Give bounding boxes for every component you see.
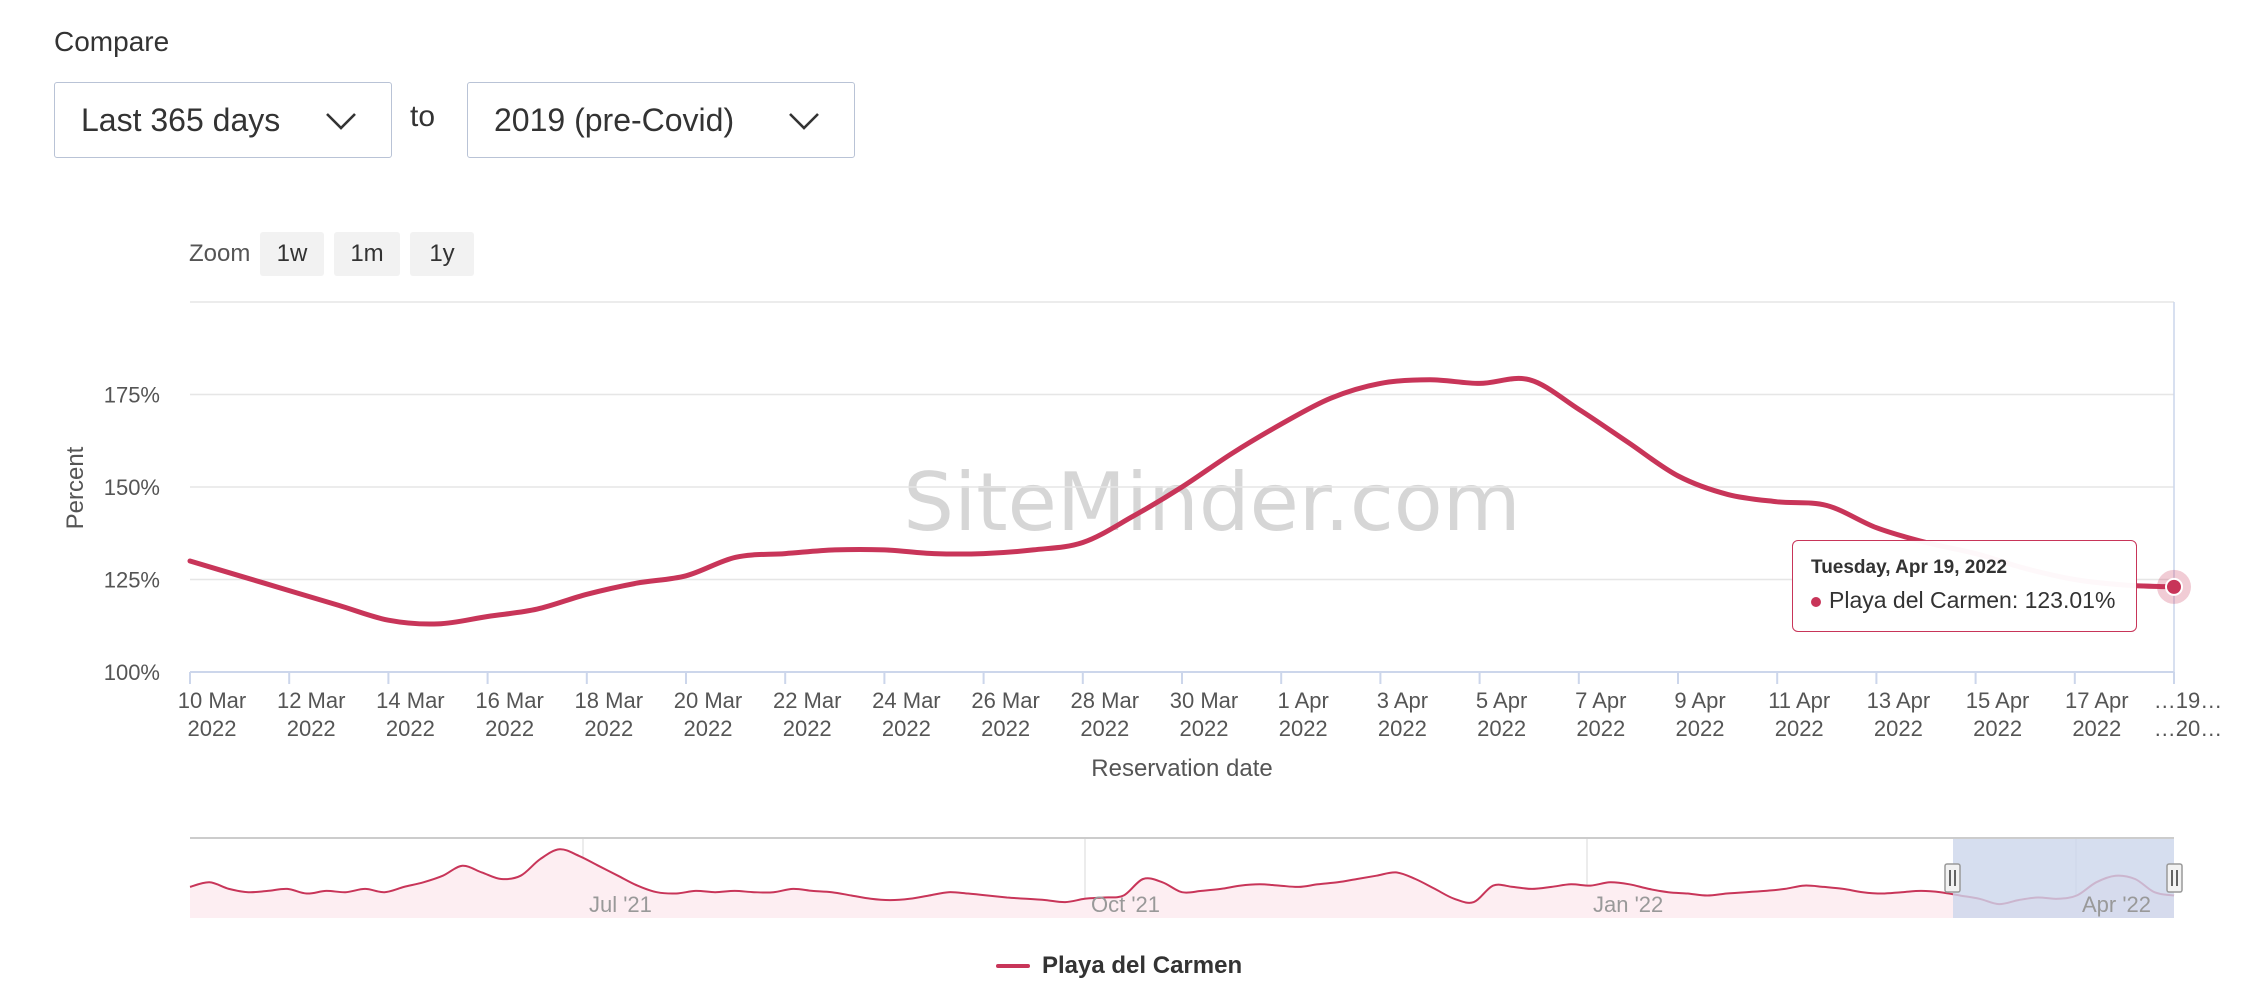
legend-label: Playa del Carmen <box>1042 952 1243 979</box>
x-tick-label: 16 Mar <box>475 688 543 713</box>
navigator-x-label: Oct '21 <box>1091 892 1160 917</box>
navigator[interactable]: Jul '21 Oct '21 Jan '22 Apr '22 <box>189 837 2183 918</box>
series-line-playa-del-carmen[interactable] <box>187 375 2177 627</box>
x-tick-label-year: 2022 <box>188 716 237 741</box>
x-tick-label-year: 2022 <box>1180 716 1229 741</box>
x-tick-label: 30 Mar <box>1170 688 1238 713</box>
x-axis-title: Reservation date <box>1091 755 1272 782</box>
x-tick-label-year: 2022 <box>1279 716 1328 741</box>
x-tick-label-year: 2022 <box>584 716 633 741</box>
x-tick-label: 18 Mar <box>575 688 643 713</box>
chevron-down-icon <box>789 113 819 130</box>
navigator-x-label: Jan '22 <box>1593 892 1663 917</box>
date-range-value: Last 365 days <box>81 101 281 138</box>
tooltip-series-name: Playa del Carmen <box>1829 587 2012 613</box>
navigator-left-handle[interactable] <box>1944 863 1961 893</box>
zoom-label: Zoom <box>189 240 251 267</box>
x-tick-label: 7 Apr <box>1575 688 1626 713</box>
x-tick-label: 9 Apr <box>1674 688 1725 713</box>
x-tick-label: 22 Mar <box>773 688 841 713</box>
series-dot-icon <box>1811 596 1821 607</box>
x-tick-label-year: 2022 <box>287 716 336 741</box>
x-tick-label: 3 Apr <box>1377 688 1428 713</box>
x-tick-label: 20 Mar <box>674 688 742 713</box>
x-tick-label: 1 Apr <box>1278 688 1329 713</box>
chevron-down-icon <box>326 113 356 130</box>
tooltip: Tuesday, Apr 19, 2022 Playa del Carmen: … <box>1792 540 2137 632</box>
x-tick-label: 26 Mar <box>971 688 1039 713</box>
legend-item-playa-del-carmen[interactable]: Playa del Carmen <box>996 952 1242 980</box>
x-tick-label: 14 Mar <box>376 688 444 713</box>
x-tick-label-year: 2022 <box>684 716 733 741</box>
x-tick-label-year: 2022 <box>1080 716 1129 741</box>
x-tick-label-year: 2022 <box>386 716 435 741</box>
x-tick-label: 12 Mar <box>277 688 345 713</box>
x-tick-label-year: 2022 <box>981 716 1030 741</box>
x-tick-label-year: 2022 <box>1378 716 1427 741</box>
tooltip-date: Tuesday, Apr 19, 2022 <box>1811 557 2008 578</box>
x-tick-label-year: 2022 <box>783 716 832 741</box>
x-tick-label: 5 Apr <box>1476 688 1527 713</box>
x-tick-label-year: …20… <box>2154 716 2222 741</box>
to-label: to <box>410 100 436 133</box>
zoom-1m-button[interactable]: 1m <box>334 232 400 276</box>
x-tick-label: 10 Mar <box>178 688 246 713</box>
navigator-x-label: Apr '22 <box>2082 892 2151 917</box>
y-axis-title: Percent <box>62 446 89 529</box>
zoom-1w-button[interactable]: 1w <box>260 232 324 276</box>
legend-swatch <box>996 964 1030 968</box>
tooltip-value-row: Playa del Carmen: 123.01% <box>1811 587 2118 614</box>
x-tick-label-year: 2022 <box>1775 716 1824 741</box>
navigator-area <box>190 849 2174 918</box>
navigator-right-handle[interactable] <box>2166 863 2183 893</box>
compare-label: Compare <box>54 26 170 57</box>
x-tick-label-year: 2022 <box>2072 716 2121 741</box>
x-tick-label-year: 2022 <box>1477 716 1526 741</box>
x-tick-label-year: 2022 <box>882 716 931 741</box>
navigator-line <box>189 848 2175 906</box>
y-tick-label: 125% <box>104 568 160 593</box>
zoom-1y-button[interactable]: 1y <box>410 232 474 276</box>
x-tick-label: 13 Apr <box>1867 688 1931 713</box>
baseline-value: 2019 (pre-Covid) <box>494 101 735 138</box>
watermark: SiteMinder.com <box>903 456 1520 549</box>
y-tick-label: 100% <box>104 660 160 685</box>
x-tick-label: 15 Apr <box>1966 688 2030 713</box>
x-tick-label: …19… <box>2154 688 2222 713</box>
baseline-dropdown[interactable]: 2019 (pre-Covid) <box>467 82 855 158</box>
date-range-dropdown[interactable]: Last 365 days <box>54 82 392 158</box>
tooltip-value: 123.01% <box>2024 587 2116 613</box>
y-tick-label: 150% <box>104 475 160 500</box>
x-tick-label-year: 2022 <box>1576 716 1625 741</box>
x-tick-label-year: 2022 <box>1874 716 1923 741</box>
x-tick-label: 17 Apr <box>2065 688 2129 713</box>
x-tick-label-year: 2022 <box>1676 716 1725 741</box>
x-tick-label-year: 2022 <box>485 716 534 741</box>
y-tick-label: 175% <box>104 383 160 408</box>
navigator-selected-range[interactable] <box>1953 838 2174 918</box>
x-tick-label: 24 Mar <box>872 688 940 713</box>
x-tick-label: 11 Apr <box>1768 688 1830 713</box>
hover-marker[interactable] <box>2165 577 2183 596</box>
navigator-x-label: Jul '21 <box>589 892 652 917</box>
x-tick-label: 28 Mar <box>1071 688 1139 713</box>
x-tick-label-year: 2022 <box>1973 716 2022 741</box>
